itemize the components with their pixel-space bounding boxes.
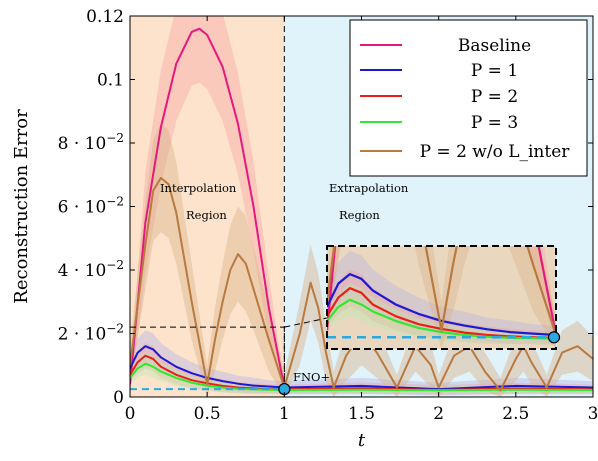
inset-line-1	[327, 273, 556, 337]
zoom-inset-frame	[326, 245, 557, 350]
legend-label-2: P = 2	[471, 87, 518, 107]
plot-overlay	[129, 16, 561, 398]
x-tick-label-2: 1	[279, 404, 290, 424]
x-axis-title: t	[358, 430, 366, 451]
interpolation-region	[130, 16, 285, 397]
series-line-4	[130, 176, 593, 392]
series-line-3	[130, 362, 593, 392]
series-band-1	[130, 330, 593, 396]
y-tick-label-1: 2 · 10−2	[58, 322, 124, 345]
axes: 0 0.5 1 1.5 2 2.5 3 0 2 · 10−2 4 · 10−2 6 · 10−2 8 …	[58, 7, 598, 424]
legend: Baseline P = 1 P = 2 P = 3 P = 2 w/o L_inter	[349, 19, 588, 177]
inset-fno-marker	[547, 331, 561, 344]
inset-line-4	[327, 246, 556, 336]
y-tick-label-3: 6 · 10−2	[58, 195, 124, 218]
x-tick-label-6: 3	[588, 404, 598, 424]
y-tick-label-5: 0.1	[97, 71, 124, 91]
x-tick-label-3: 1.5	[348, 404, 375, 424]
series-line-0	[130, 27, 286, 388]
x-tick-label-5: 2.5	[502, 404, 529, 424]
zoom-connector	[284, 317, 328, 328]
legend-label-3: P = 3	[471, 113, 518, 133]
y-tick-label-0: 0	[113, 388, 124, 408]
fno-plus-label: FNO+	[293, 370, 330, 384]
series-line-2	[130, 354, 593, 391]
inset-band-1	[327, 250, 556, 345]
series-line-1	[130, 345, 593, 391]
interpolation-label-line1: Interpolation	[160, 181, 237, 195]
x-tick-label-1: 0.5	[194, 404, 221, 424]
legend-label-0: Baseline	[458, 36, 531, 56]
inset-band-0	[327, 246, 556, 349]
x-tick-label-0: 0	[125, 404, 136, 424]
interpolation-label-line2: Region	[186, 208, 227, 222]
y-tick-label-4: 8 · 10−2	[58, 131, 124, 154]
extrapolation-label-line1: Extrapolation	[329, 181, 409, 195]
legend-label-4: P = 2 w/o L_inter	[420, 142, 571, 162]
y-axis-title: Reconstruction Error	[11, 109, 32, 304]
extrapolation-label-line2: Region	[339, 208, 380, 222]
y-tick-label-2: 4 · 10−2	[58, 258, 124, 281]
series-band-0	[130, 16, 285, 397]
legend-label-1: P = 1	[471, 61, 518, 81]
x-tick-label-4: 2	[433, 404, 444, 424]
y-tick-label-6: 0.12	[86, 7, 124, 27]
